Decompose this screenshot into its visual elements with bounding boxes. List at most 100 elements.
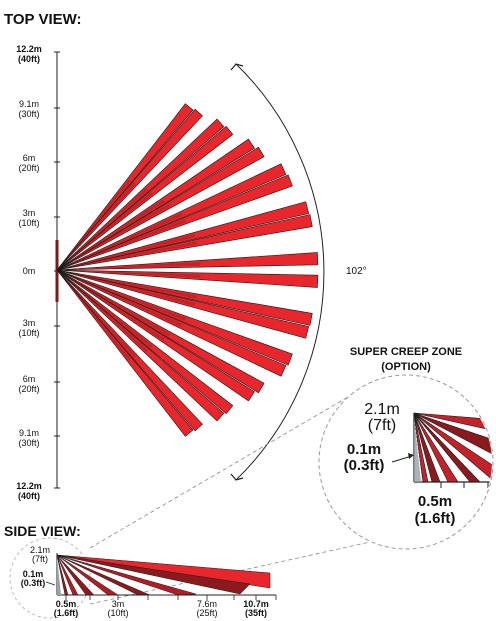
x-label-m: 10.7m (243, 599, 269, 609)
y-label-m: 3m (23, 208, 36, 218)
top-view-beam-fan (56, 103, 319, 437)
detection-beam (56, 108, 203, 271)
side-height-m: 2.1m (30, 545, 50, 555)
beam-core (57, 270, 196, 306)
detection-beam (56, 201, 310, 271)
beam-core (57, 234, 196, 270)
x-label-ft: (25ft) (196, 608, 217, 618)
y-label-m: 9.1m (19, 99, 39, 109)
y-label-m: 6m (23, 374, 36, 384)
y-label-m: 9.1m (19, 428, 39, 438)
coverage-angle-label: 102° (346, 266, 367, 277)
beam-core (57, 270, 153, 348)
y-label-m: 12.2m (16, 44, 42, 54)
creep-depth-ft: (1.6ft) (415, 510, 456, 527)
beam-core (57, 241, 198, 270)
beam-core (57, 203, 171, 270)
beam-core (57, 270, 165, 341)
y-label-ft: (40ft) (18, 491, 40, 501)
side-creep-area (57, 556, 61, 595)
detection-beam (56, 269, 293, 366)
detection-beam (56, 269, 234, 415)
top-view-title: TOP VIEW: (4, 11, 82, 28)
y-label-m: 12.2m (16, 481, 42, 491)
detection-beam (56, 252, 319, 271)
y-label-ft: (10ft) (18, 328, 39, 338)
x-label-m: 7.6m (197, 599, 217, 609)
detection-beam (56, 269, 319, 288)
creep-zone-title: SUPER CREEP ZONE (350, 346, 462, 358)
creep-offset-pointer (391, 455, 413, 463)
beam-core (57, 270, 186, 321)
detection-beam (56, 269, 225, 422)
x-label-ft: (35ft) (245, 608, 267, 618)
x-label-m: 3m (112, 599, 125, 609)
creep-zone-magnifier (318, 374, 494, 550)
beam-core (57, 199, 165, 270)
beam-core (57, 192, 153, 270)
beam-core (57, 270, 131, 361)
y-label-ft: (20ft) (18, 384, 39, 394)
creep-beam (413, 412, 492, 483)
beam-core (57, 213, 183, 270)
side-view-x-labels: 0.5m (1.6ft) 3m (10ft) 7.6m (25ft) 10.7m… (54, 599, 269, 618)
detection-beam (56, 138, 255, 271)
side-view-title: SIDE VIEW: (4, 523, 81, 539)
x-label-ft: (1.6ft) (54, 608, 79, 618)
detection-beam (56, 269, 265, 394)
creep-offset-m: 0.1m (347, 441, 381, 458)
detection-beam (56, 214, 313, 271)
side-beam (56, 554, 251, 595)
detection-beam (56, 269, 313, 326)
beam-core (57, 188, 148, 270)
side-offset-ft: (0.3ft) (21, 578, 46, 588)
y-label-ft: (10ft) (18, 218, 39, 228)
top-view-y-labels: 12.2m (40ft) 9.1m (30ft) 6m (20ft) 3m (1… (16, 44, 42, 501)
beam-core (57, 270, 198, 299)
beam-core (57, 270, 148, 352)
beam-core (57, 270, 171, 337)
detection-beam (56, 174, 293, 271)
detection-beam (56, 269, 287, 377)
detection-beam (56, 269, 310, 339)
creep-height-ft: (7ft) (368, 417, 396, 434)
creep-zone-subtitle: (OPTION) (381, 361, 431, 373)
side-offset-m: 0.1m (23, 569, 44, 579)
detection-beam (56, 146, 265, 271)
y-label-m: 6m (23, 153, 36, 163)
beam-core (57, 262, 201, 270)
side-offset-pointer (45, 581, 56, 586)
magnifier-connector-top (89, 396, 349, 549)
creep-zone-detail (413, 412, 492, 488)
creep-beam (413, 412, 492, 459)
beam-core (57, 270, 183, 327)
beam-core (57, 270, 136, 358)
creep-beam (413, 412, 492, 433)
y-label-m: 0m (23, 266, 36, 276)
y-label-ft: (40ft) (18, 54, 40, 64)
detection-beam (56, 118, 225, 271)
side-view-ticks (65, 595, 277, 600)
detection-beam (56, 269, 203, 432)
y-label-ft: (30ft) (18, 438, 39, 448)
side-height-ft: (7ft) (32, 554, 48, 564)
detection-beam (56, 103, 194, 271)
creep-depth-m: 0.5m (418, 493, 452, 510)
coverage-angle-arc (235, 63, 325, 481)
beam-core (57, 219, 186, 270)
x-label-m: 0.5m (56, 599, 77, 609)
x-label-ft: (10ft) (107, 608, 128, 618)
creep-offset-arrowhead (408, 453, 414, 459)
arc-arrow-top (230, 63, 244, 71)
detection-beam (56, 125, 234, 271)
creep-height-m: 2.1m (364, 401, 400, 418)
beam-core (57, 179, 131, 270)
y-label-ft: (20ft) (18, 163, 39, 173)
detection-beam (56, 269, 255, 402)
arc-arrow-bottom (230, 473, 244, 481)
detection-beam (56, 163, 287, 271)
beam-core (57, 270, 201, 278)
detection-beam (56, 269, 194, 437)
side-view-beams (56, 554, 271, 596)
